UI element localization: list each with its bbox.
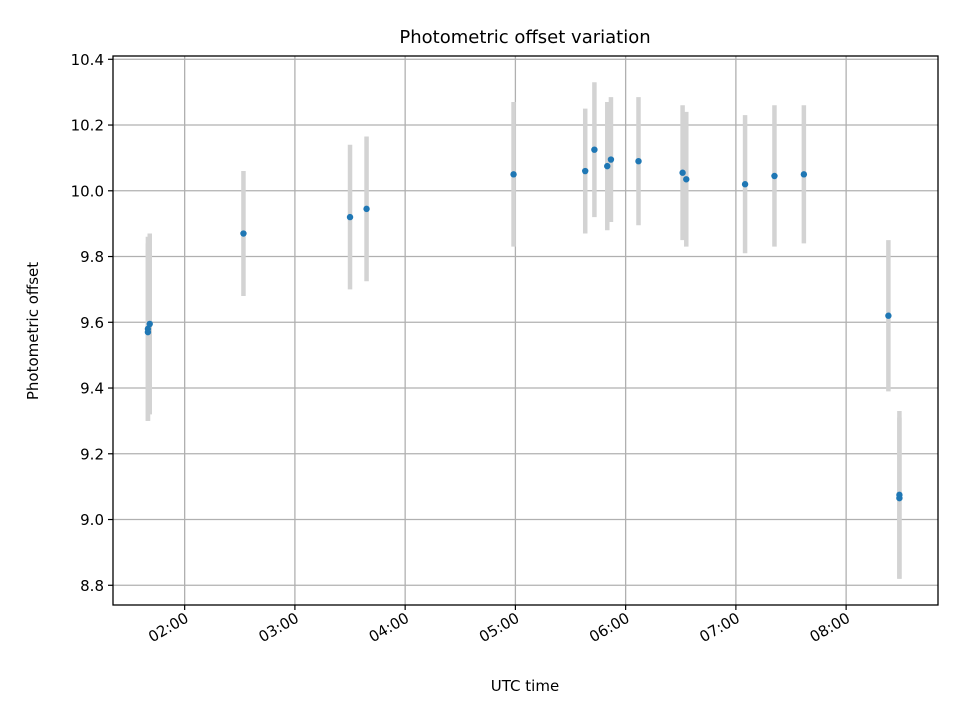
data-point [363,205,370,213]
y-tick-label: 10.0 [71,182,104,200]
grid [113,56,938,605]
data-point [144,328,152,336]
data-point [604,162,611,170]
y-tick-label: 8.8 [80,577,104,595]
chart-title: Photometric offset variation [399,27,650,48]
data-point [896,494,903,502]
y-tick-label: 9.4 [80,380,104,398]
y-axis-ticks: 8.8 9.0 9.2 9.4 9.6 9.8 10.0 10.2 10.4 [71,51,113,595]
data-point [607,156,615,163]
y-tick-label: 9.0 [80,511,104,529]
data-point [591,146,598,153]
data-point [240,230,247,237]
y-tick-label: 10.2 [71,117,104,135]
data-point [346,213,354,221]
data-point [683,176,690,183]
y-tick-label: 9.8 [80,248,104,266]
y-axis-title: Photometric offset [24,262,42,400]
data-point [146,320,153,328]
data-point [885,312,892,319]
y-tick-label: 9.6 [80,314,104,332]
x-axis-title: UTC time [491,677,559,695]
data-point [582,167,589,175]
data-point [800,171,808,178]
y-tick-label: 9.2 [80,445,104,463]
data-point [771,172,778,180]
plot-frame [112,55,939,606]
data-points [144,146,903,502]
data-point [510,171,517,178]
data-point [741,181,749,188]
y-tick-label: 10.4 [71,51,104,69]
data-point [635,157,642,165]
data-point [679,169,686,176]
